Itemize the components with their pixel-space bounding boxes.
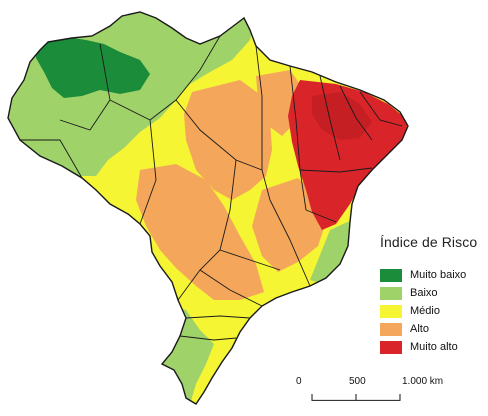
legend-swatch: [380, 304, 402, 318]
scale-tick-label: 1.000 km: [402, 376, 444, 387]
legend-item: Muito alto: [380, 338, 484, 356]
legend-swatch: [380, 286, 402, 300]
legend-label: Baixo: [410, 287, 438, 299]
legend-item: Baixo: [380, 284, 484, 302]
legend-label: Médio: [410, 305, 440, 317]
scale-tick-label: 0: [296, 376, 302, 387]
region-muito-baixo: [36, 36, 150, 98]
legend-label: Muito baixo: [410, 269, 467, 281]
legend-swatch: [380, 340, 402, 354]
region-muito-alto-core: [312, 92, 372, 140]
legend-label: Alto: [410, 323, 429, 335]
region-alto-central: [184, 80, 272, 200]
legend-title: Índice de Risco: [380, 234, 478, 250]
legend-swatch: [380, 322, 402, 336]
state-borders: [20, 35, 403, 341]
legend-subtitle: [380, 252, 484, 266]
legend-items: Muito baixo Baixo Médio Alto Muito alto: [380, 266, 484, 356]
legend-label: Muito alto: [410, 341, 458, 353]
legend-item: Médio: [380, 302, 484, 320]
region-alto-midwest: [136, 164, 264, 300]
legend-item: Alto: [380, 320, 484, 338]
region-baixo-coast: [310, 220, 352, 284]
scale-tick-label: 500: [349, 376, 366, 387]
legend-item: Muito baixo: [380, 266, 484, 284]
scale-bar: 0 500 1.000 km: [290, 370, 450, 410]
legend-swatch: [380, 268, 402, 282]
scale-bar-graphic: [311, 394, 401, 401]
legend: Índice de Risco Muito baixo Baixo Médio Alt…: [380, 234, 484, 356]
